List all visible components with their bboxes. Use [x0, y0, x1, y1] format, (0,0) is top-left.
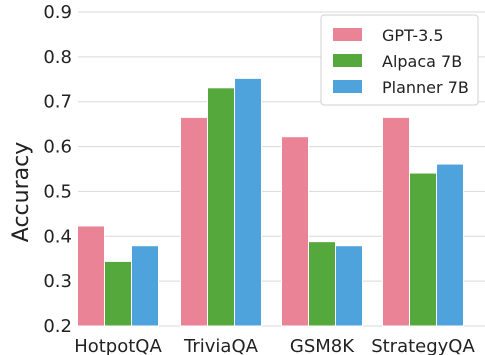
bar-alpaca-7b-gsm8k	[308, 241, 336, 327]
y-tick-label: 0.3	[43, 271, 72, 292]
y-tick-label: 0.4	[43, 226, 72, 247]
bar-planner-7b-strategyqa	[436, 163, 464, 327]
bar-alpaca-7b-hotpotqa	[104, 260, 132, 327]
x-tick-label: TriviaQA	[183, 336, 259, 355]
x-tick-label: HotpotQA	[74, 336, 162, 355]
bar-alpaca-7b-triviaqa	[207, 87, 235, 327]
y-tick-label: 0.5	[43, 181, 72, 202]
bar-alpaca-7b-strategyqa	[409, 172, 437, 327]
x-tick-labels: HotpotQA TriviaQA GSM8K StrategyQA	[74, 336, 475, 355]
y-tick-label: 0.8	[43, 47, 72, 68]
bar-gpt-3-5-strategyqa	[382, 116, 410, 327]
y-tick-label: 0.7	[43, 92, 72, 113]
y-tick-label: 0.6	[43, 137, 72, 158]
legend-swatch	[333, 28, 362, 41]
legend-label: Alpaca 7B	[382, 52, 462, 71]
legend-label: Planner 7B	[382, 78, 469, 97]
y-tick-label: 0.2	[43, 316, 72, 337]
x-tick-label: StrategyQA	[371, 336, 475, 355]
bars	[77, 77, 464, 327]
legend: GPT-3.5 Alpaca 7B Planner 7B	[320, 14, 479, 106]
bar-gpt-3-5-triviaqa	[180, 116, 208, 327]
bar-planner-7b-hotpotqa	[131, 245, 159, 327]
bar-planner-7b-gsm8k	[335, 245, 363, 327]
y-axis-label: Accuracy	[9, 142, 34, 242]
legend-label: GPT-3.5	[382, 26, 444, 45]
x-tick-label: GSM8K	[290, 336, 355, 355]
bar-gpt-3-5-gsm8k	[281, 136, 309, 327]
legend-swatch	[333, 54, 362, 67]
y-tick-labels: 0.2 0.3 0.4 0.5 0.6 0.7 0.8 0.9	[43, 2, 72, 337]
bar-gpt-3-5-hotpotqa	[77, 225, 105, 327]
y-tick-label: 0.9	[43, 2, 72, 23]
legend-swatch	[333, 80, 362, 93]
bar-planner-7b-triviaqa	[234, 77, 262, 327]
